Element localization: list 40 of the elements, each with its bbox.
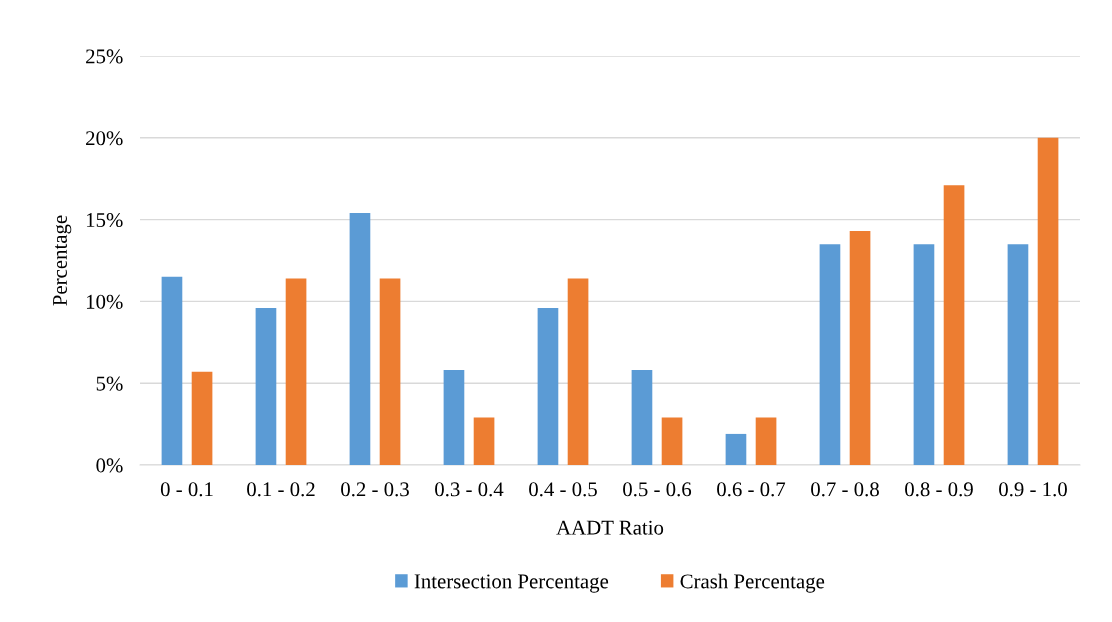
bar xyxy=(473,417,495,465)
bar xyxy=(379,278,401,465)
bar xyxy=(349,213,371,465)
y-tick-label: 15% xyxy=(86,212,123,228)
bar xyxy=(1007,244,1029,465)
legend-label: Crash Percentage xyxy=(680,573,825,593)
x-tick-label: 0 - 0.1 xyxy=(160,482,213,497)
bar xyxy=(191,371,213,465)
x-tick-label: 0.8 - 0.9 xyxy=(905,482,973,497)
bar xyxy=(567,278,589,465)
legend-label: Intersection Percentage xyxy=(414,574,609,593)
x-tick-label: 0.5 - 0.6 xyxy=(623,482,692,497)
x-tick-label: 0.2 - 0.3 xyxy=(341,482,409,497)
bar xyxy=(725,433,747,465)
x-tick-label: 0.3 - 0.4 xyxy=(435,482,504,497)
bar xyxy=(1037,137,1059,465)
bar xyxy=(661,417,683,465)
x-tick-label: 0.1 - 0.2 xyxy=(247,482,315,497)
bar xyxy=(943,185,965,465)
y-tick-label: 25% xyxy=(86,49,123,64)
bar xyxy=(285,278,307,465)
bar xyxy=(443,370,465,465)
x-tick-label: 0.9 - 1.0 xyxy=(999,482,1067,497)
bar xyxy=(161,276,183,465)
bar xyxy=(631,370,653,465)
y-tick-label: 10% xyxy=(86,294,123,309)
y-tick-label: 0% xyxy=(96,458,123,473)
x-axis-title: AADT Ratio xyxy=(556,520,664,535)
bar xyxy=(755,417,777,465)
y-tick-label: 5% xyxy=(96,376,123,391)
bar xyxy=(255,307,277,465)
bar xyxy=(819,244,841,465)
bar xyxy=(537,307,559,465)
bar xyxy=(913,244,935,465)
x-tick-label: 0.4 - 0.5 xyxy=(529,482,597,497)
y-axis-title: Percentage xyxy=(53,215,72,306)
bar xyxy=(849,231,871,465)
x-tick-label: 0.6 - 0.7 xyxy=(717,482,786,497)
y-tick-label: 20% xyxy=(86,131,123,146)
x-tick-label: 0.7 - 0.8 xyxy=(811,482,879,497)
